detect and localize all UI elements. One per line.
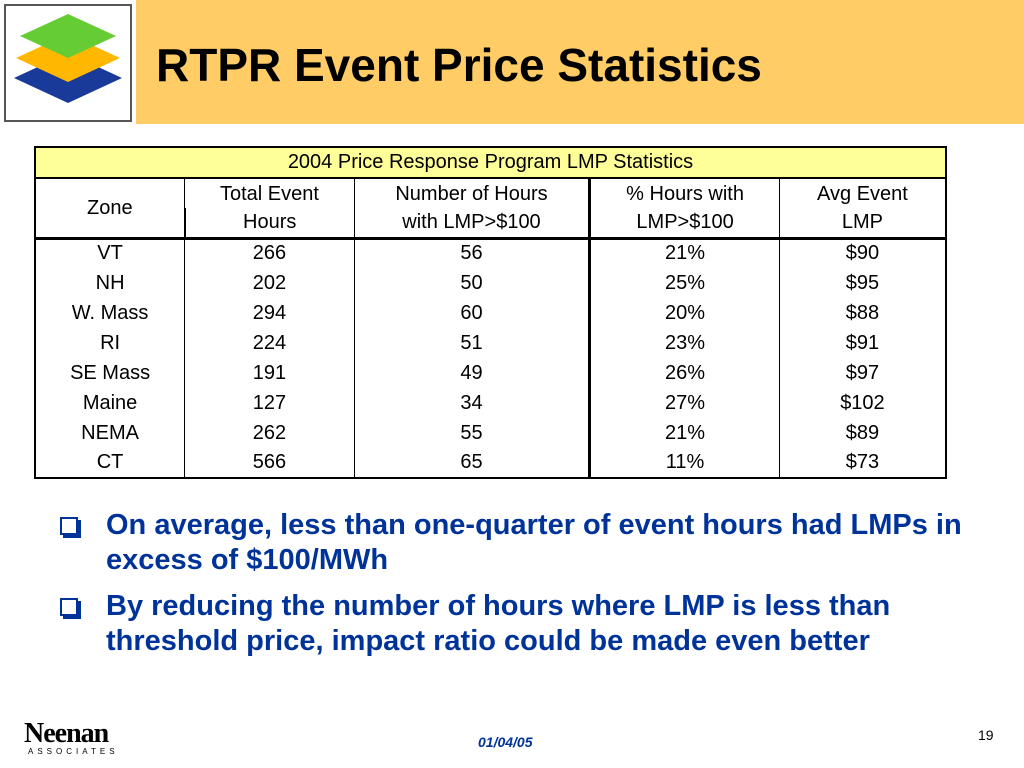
cell-total-hours: 294 [184, 298, 355, 328]
header-total-event-hours-line2: Hours [183, 208, 355, 240]
checkbox-bullet-icon [60, 598, 78, 616]
cell-pct-hours: 25% [588, 268, 780, 298]
cell-zone: SE Mass [34, 358, 185, 388]
cell-total-hours: 566 [184, 448, 355, 479]
table-header-row: Zone Total Event Number of Hours % Hours… [34, 178, 947, 240]
page-title: RTPR Event Price Statistics [156, 39, 762, 91]
title-bar [136, 0, 1024, 124]
bullet-list: On average, less than one-quarter of eve… [56, 508, 986, 670]
bullet-item: On average, less than one-quarter of eve… [56, 508, 986, 578]
cell-avg-lmp: $91 [778, 328, 947, 358]
footer-date: 01/04/05 [478, 734, 533, 750]
cell-pct-hours: 26% [588, 358, 780, 388]
cell-hours-over-100: 60 [353, 298, 590, 328]
cell-pct-hours: 11% [588, 448, 780, 479]
table-row: VT 266 56 21% $90 [34, 238, 947, 268]
cell-pct-hours: 21% [588, 418, 780, 448]
table-caption-row: 2004 Price Response Program LMP Statisti… [34, 146, 947, 179]
table-row: CT 566 65 11% $73 [34, 448, 947, 479]
table-row: NH 202 50 25% $95 [34, 268, 947, 298]
cell-pct-hours: 20% [588, 298, 780, 328]
cell-zone: CT [34, 448, 185, 479]
bullet-text: On average, less than one-quarter of eve… [106, 509, 962, 576]
bullet-item: By reducing the number of hours where LM… [56, 589, 986, 659]
stacked-layers-icon [14, 14, 122, 103]
cell-avg-lmp: $95 [778, 268, 947, 298]
header-hours-over-100-line2: with LMP>$100 [353, 208, 590, 240]
header-pct-hours-over-100: % Hours with [588, 178, 780, 208]
cell-hours-over-100: 51 [353, 328, 590, 358]
header-total-event-hours: Total Event [184, 178, 355, 208]
cell-pct-hours: 21% [588, 238, 780, 268]
cell-total-hours: 262 [184, 418, 355, 448]
cell-zone: RI [34, 328, 185, 358]
cell-total-hours: 224 [184, 328, 355, 358]
cell-avg-lmp: $88 [778, 298, 947, 328]
cell-pct-hours: 27% [588, 388, 780, 418]
company-logo [4, 4, 132, 122]
table-row: W. Mass 294 60 20% $88 [34, 298, 947, 328]
page-number: 19 [978, 727, 994, 743]
cell-total-hours: 127 [184, 388, 355, 418]
cell-hours-over-100: 49 [353, 358, 590, 388]
header-avg-event-lmp-line2: LMP [778, 208, 947, 240]
checkbox-bullet-icon [60, 517, 78, 535]
table-row: RI 224 51 23% $91 [34, 328, 947, 358]
lmp-statistics-table: 2004 Price Response Program LMP Statisti… [34, 146, 947, 479]
header-hours-over-100: Number of Hours [353, 178, 590, 208]
cell-hours-over-100: 50 [353, 268, 590, 298]
cell-zone: NH [34, 268, 185, 298]
cell-total-hours: 202 [184, 268, 355, 298]
table-header-row-2: Hours with LMP>$100 LMP>$100 LMP [35, 208, 947, 240]
table-row: NEMA 262 55 21% $89 [34, 418, 947, 448]
cell-hours-over-100: 65 [353, 448, 590, 479]
cell-zone: NEMA [34, 418, 185, 448]
cell-avg-lmp: $89 [778, 418, 947, 448]
footer-logo: Neenan [24, 718, 109, 749]
cell-zone: W. Mass [34, 298, 185, 328]
cell-avg-lmp: $73 [778, 448, 947, 479]
header-pct-hours-over-100-line2: LMP>$100 [588, 208, 780, 240]
table-caption: 2004 Price Response Program LMP Statisti… [34, 146, 947, 179]
cell-avg-lmp: $90 [778, 238, 947, 268]
cell-hours-over-100: 56 [353, 238, 590, 268]
cell-hours-over-100: 34 [353, 388, 590, 418]
cell-zone: VT [34, 238, 185, 268]
cell-zone: Maine [34, 388, 185, 418]
header-avg-event-lmp: Avg Event [778, 178, 947, 208]
cell-avg-lmp: $102 [778, 388, 947, 418]
footer-logo-subtitle: ASSOCIATES [28, 747, 119, 756]
cell-hours-over-100: 55 [353, 418, 590, 448]
header-zone: Zone [34, 178, 185, 240]
cell-total-hours: 191 [184, 358, 355, 388]
table-row: SE Mass 191 49 26% $97 [34, 358, 947, 388]
bullet-text: By reducing the number of hours where LM… [106, 590, 891, 657]
table-row: Maine 127 34 27% $102 [34, 388, 947, 418]
cell-pct-hours: 23% [588, 328, 780, 358]
cell-total-hours: 266 [184, 238, 355, 268]
cell-avg-lmp: $97 [778, 358, 947, 388]
